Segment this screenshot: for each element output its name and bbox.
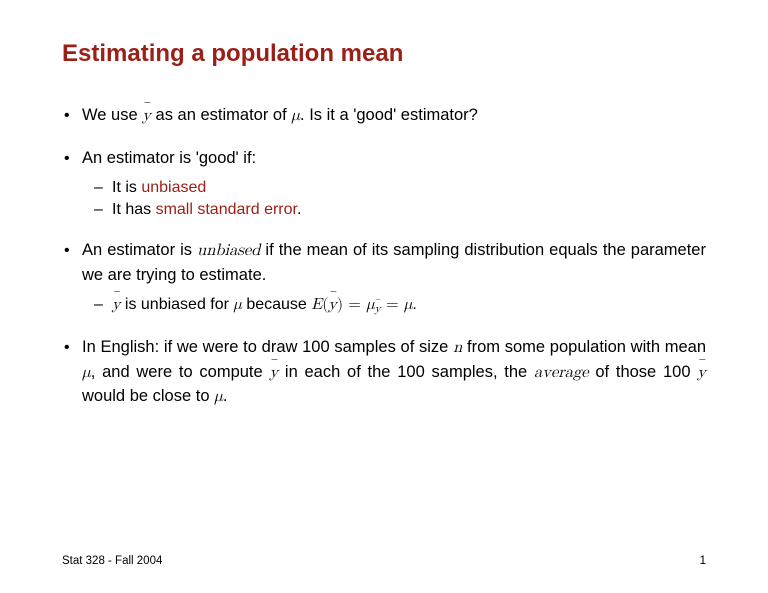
italic-word: unbiased <box>197 243 260 259</box>
bullet-4: In English: if we were to draw 100 sampl… <box>62 336 706 411</box>
sub-item: It has small standard error. <box>94 199 706 221</box>
text: from some population with mean <box>462 338 706 356</box>
text: . <box>297 201 301 218</box>
text: as an estimator of <box>151 106 291 124</box>
mu-symbol: μ <box>233 297 241 313</box>
emphasis: unbiased <box>141 179 206 196</box>
text: An estimator is 'good' if: <box>82 149 256 167</box>
sub-list: It is unbiased It has small standard err… <box>94 177 706 221</box>
equals: = <box>343 297 366 313</box>
equals: = <box>381 297 404 313</box>
text: It is <box>112 179 141 196</box>
bullet-1: We use y as an estimator of μ. Is it a '… <box>62 104 706 129</box>
sub-list: y is unbiased for μ because E(y) = μy = … <box>94 294 706 318</box>
text: is unbiased for <box>120 296 233 313</box>
mu-symbol: μ <box>82 365 91 381</box>
sub-item: It is unbiased <box>94 177 706 199</box>
footer: Stat 328 - Fall 2004 1 <box>62 555 706 567</box>
text: We use <box>82 106 142 124</box>
italic-word: average <box>534 365 589 381</box>
text: An estimator is <box>82 241 197 259</box>
text: In English: if we were to draw 100 sampl… <box>82 338 453 356</box>
footer-left: Stat 328 - Fall 2004 <box>62 555 162 567</box>
text: would be close to <box>82 387 214 405</box>
text: It has <box>112 201 156 218</box>
page-number: 1 <box>700 555 706 567</box>
bullet-2: An estimator is 'good' if: It is unbiase… <box>62 147 706 221</box>
text: , and were to compute <box>91 363 270 381</box>
bullet-list: We use y as an estimator of μ. Is it a '… <box>62 104 706 410</box>
mu-symbol: μ <box>214 389 223 405</box>
ybar-symbol: y <box>269 362 278 386</box>
text: of those 100 <box>589 363 698 381</box>
E-symbol: E <box>311 297 322 313</box>
ybar-symbol: y <box>142 105 151 129</box>
text: . Is it a 'good' estimator? <box>300 106 478 124</box>
mu-symbol: μ <box>291 108 300 124</box>
text: in each of the 100 samples, the <box>278 363 534 381</box>
mu-symbol: μ <box>366 297 374 313</box>
sub-item-equation: y is unbiased for μ because E(y) = μy = … <box>94 294 706 318</box>
ybar-symbol: y <box>697 362 706 386</box>
n-symbol: n <box>453 340 462 356</box>
ybar-symbol: y <box>112 294 120 316</box>
bullet-3: An estimator is unbiased if the mean of … <box>62 239 706 318</box>
text: . <box>412 296 416 313</box>
ybar-subscript: y <box>375 302 381 318</box>
text: because <box>242 296 311 313</box>
page-title: Estimating a population mean <box>62 40 706 68</box>
slide-page: Estimating a population mean We use y as… <box>0 0 768 593</box>
emphasis: small standard error <box>156 201 297 218</box>
text: . <box>223 387 228 405</box>
ybar-symbol: y <box>328 294 336 316</box>
